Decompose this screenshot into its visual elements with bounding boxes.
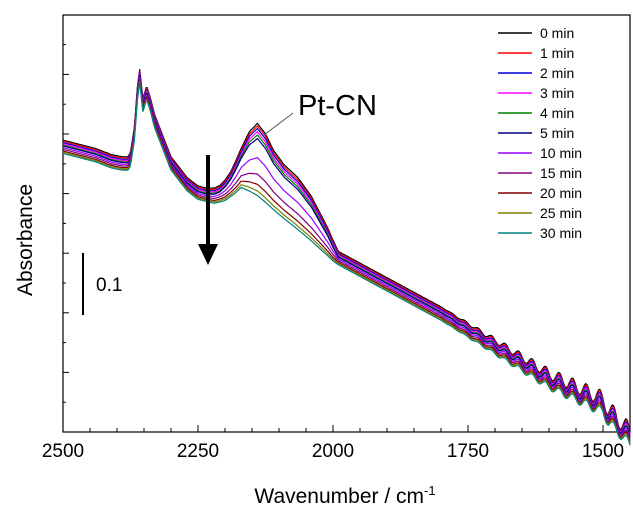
legend-label: 20 min <box>540 185 582 201</box>
pt-cn-leader-line <box>263 112 294 136</box>
decrease-arrow <box>198 155 218 265</box>
x-tick-label: 2000 <box>312 441 354 462</box>
y-axis-title: Absorbance <box>14 184 37 296</box>
scale-bar-label: 0.1 <box>96 275 122 296</box>
x-axis-title: Wavenumber / cm-1 <box>254 483 435 508</box>
series-layer <box>62 69 631 446</box>
x-axis-title-main: Wavenumber / cm <box>254 485 424 508</box>
legend-label: 4 min <box>540 105 574 121</box>
x-tick-label: 1750 <box>447 441 489 462</box>
legend-label: 15 min <box>540 165 582 181</box>
x-tick-label: 1500 <box>582 441 624 462</box>
pt-cn-label: Pt-CN <box>298 90 377 122</box>
x-axis-ticks: 2500 2250 2000 1750 1500 <box>42 425 631 462</box>
legend-label: 2 min <box>540 65 574 81</box>
legend: 0 min 1 min 2 min 3 min 4 min 5 min 10 min 15 m… <box>498 25 582 241</box>
legend-label: 5 min <box>540 125 574 141</box>
series-line <box>62 69 631 433</box>
legend-label: 3 min <box>540 85 574 101</box>
legend-label: 0 min <box>540 25 574 41</box>
legend-label: 30 min <box>540 225 582 241</box>
y-axis-ticks <box>63 44 69 433</box>
x-axis-title-superscript: -1 <box>424 483 436 498</box>
series-line <box>62 82 631 446</box>
legend-label: 25 min <box>540 205 582 221</box>
legend-label: 1 min <box>540 45 574 61</box>
x-tick-label: 2250 <box>177 441 219 462</box>
legend-label: 10 min <box>540 145 582 161</box>
x-tick-label: 2500 <box>42 441 84 462</box>
